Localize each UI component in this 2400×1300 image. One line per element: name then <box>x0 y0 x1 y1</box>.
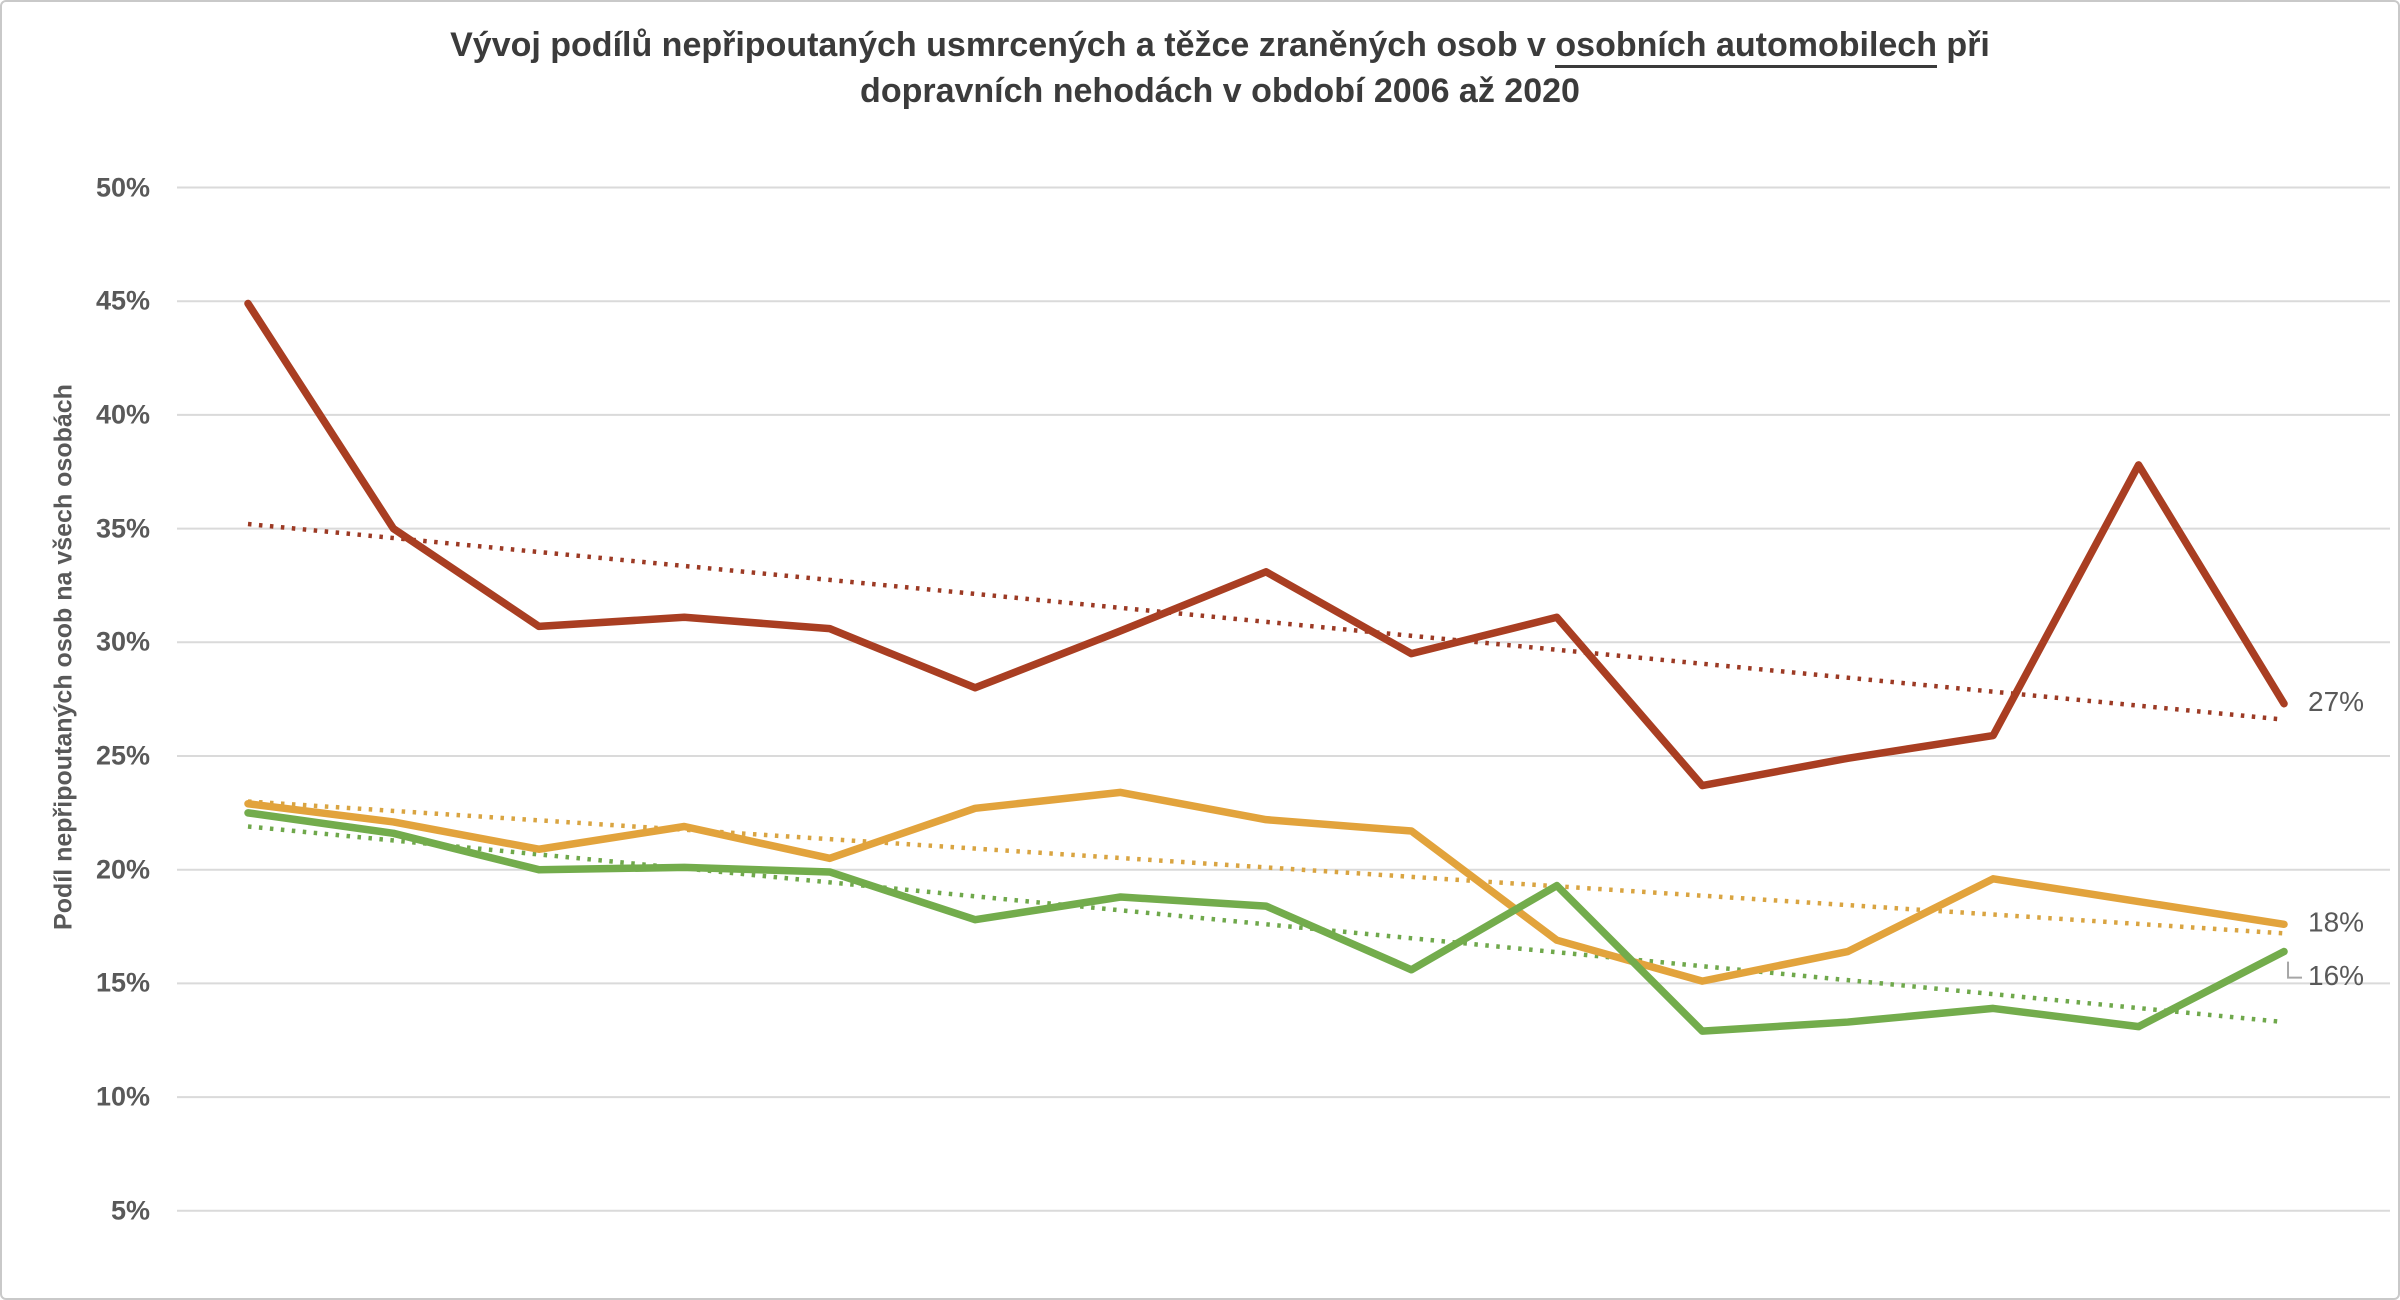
chart-title-text-post: při <box>1936 26 1990 64</box>
y-tick-label: 5% <box>110 1195 150 1226</box>
y-tick-label: 50% <box>95 172 150 202</box>
y-tick-label: 45% <box>95 285 150 316</box>
trendline-green <box>247 824 2285 1025</box>
chart-title-line2: dopravních nehodách v období 2006 až 202… <box>860 72 1580 110</box>
y-tick-label: 25% <box>95 740 150 771</box>
y-tick-label: 35% <box>95 513 150 544</box>
series-line-green <box>244 809 2288 1035</box>
chart-title-underlined-text: osobních automobilech <box>1555 26 1937 68</box>
y-tick-label: 15% <box>95 967 150 998</box>
chart-title-text: Vývoj podílů nepřipoutaných usmrcených a… <box>450 26 1556 64</box>
y-tick-label: 30% <box>95 626 150 657</box>
end-label-leader-line <box>2287 961 2303 979</box>
chart-title-line1: Vývoj podílů nepřipoutaných usmrcených a… <box>122 22 2318 68</box>
chart-title: Vývoj podílů nepřipoutaných usmrcených a… <box>122 22 2318 114</box>
series-line-red <box>244 299 2288 790</box>
series-end-label: 16% <box>2308 960 2364 991</box>
y-tick-label: 20% <box>95 854 150 885</box>
series-line-orange <box>244 788 2288 985</box>
y-tick-label: 40% <box>95 399 150 430</box>
series-end-label: 18% <box>2308 907 2364 938</box>
series-end-label: 27% <box>2308 686 2364 717</box>
y-tick-label: 10% <box>95 1081 150 1112</box>
